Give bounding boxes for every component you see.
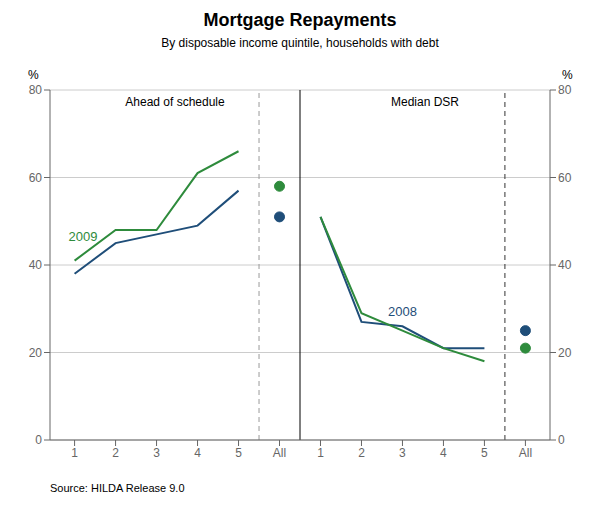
svg-text:40: 40 xyxy=(29,258,43,272)
svg-text:60: 60 xyxy=(29,171,43,185)
svg-text:1: 1 xyxy=(317,446,324,460)
svg-text:All: All xyxy=(273,446,286,460)
html-text:Mortgage Repayments: Mortgage Repayments xyxy=(203,10,397,30)
svg-text:60: 60 xyxy=(558,171,572,185)
svg-text:3: 3 xyxy=(153,446,160,460)
svg-text:All: All xyxy=(519,446,532,460)
svg-text:5: 5 xyxy=(481,446,488,460)
html-text:Median DSR: Median DSR xyxy=(391,95,459,109)
svg-text:3: 3 xyxy=(399,446,406,460)
svg-text:20: 20 xyxy=(558,346,572,360)
html-text:Source: HILDA Release 9.0: Source: HILDA Release 9.0 xyxy=(50,482,185,494)
svg-text:2009: 2009 xyxy=(69,229,98,244)
html-text:Ahead of schedule: Ahead of schedule xyxy=(125,95,225,109)
svg-text:1: 1 xyxy=(71,446,78,460)
svg-text:5: 5 xyxy=(235,446,242,460)
svg-text:2: 2 xyxy=(112,446,119,460)
svg-text:4: 4 xyxy=(194,446,201,460)
svg-text:20: 20 xyxy=(29,346,43,360)
svg-text:4: 4 xyxy=(440,446,447,460)
svg-text:80: 80 xyxy=(558,83,572,97)
svg-text:0: 0 xyxy=(35,433,42,447)
svg-text:2: 2 xyxy=(358,446,365,460)
html-text:By disposable income quintile,: By disposable income quintile, household… xyxy=(161,36,439,50)
svg-text:2008: 2008 xyxy=(388,304,417,319)
svg-text:80: 80 xyxy=(29,83,43,97)
svg-text:40: 40 xyxy=(558,258,572,272)
svg-text:0: 0 xyxy=(558,433,565,447)
